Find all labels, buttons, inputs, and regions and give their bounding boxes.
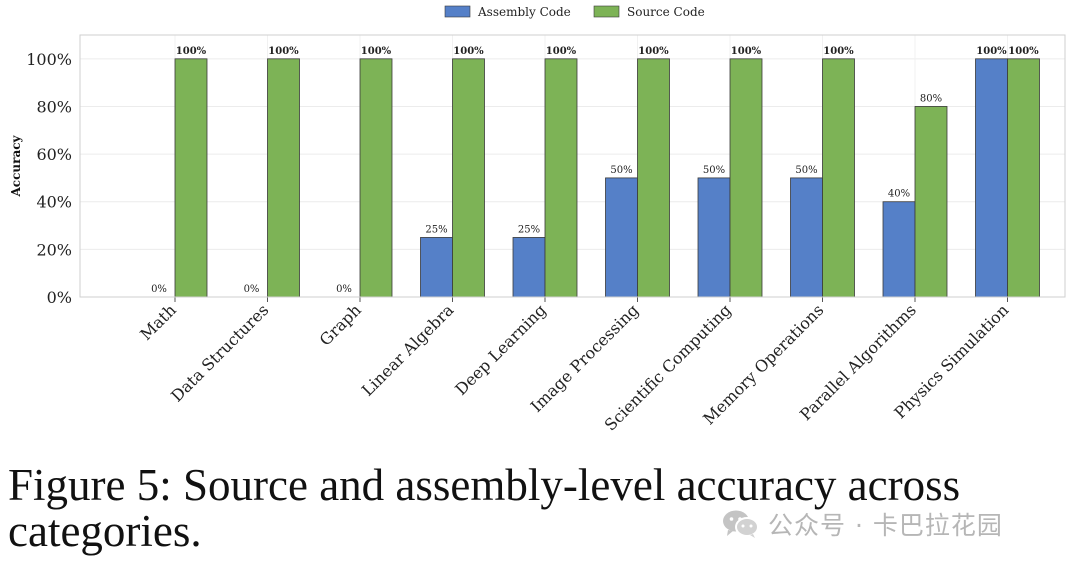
source-bar	[359, 58, 393, 298]
y-axis-ticks: 0% 20% 40% 60% 80% 100%	[26, 50, 72, 307]
y-tick-label: 60%	[36, 145, 72, 164]
bars	[174, 58, 1040, 298]
legend-swatch-source	[593, 5, 620, 18]
legend-label: Source Code	[627, 5, 705, 19]
legend: Assembly Code Source Code	[444, 5, 705, 19]
watermark: 公众号 · 卡巴拉花园	[722, 506, 1003, 542]
bar-chart: Assembly Code Source Code Accuracy 0% 20% 4…	[9, 5, 1066, 435]
bar-value-label: 25%	[518, 224, 540, 235]
bar-value-label: 25%	[425, 224, 447, 235]
bar-value-label: 50%	[703, 165, 725, 176]
y-tick-label: 80%	[36, 97, 72, 116]
y-tick-label: 0%	[47, 288, 72, 307]
bar-value-label: 100%	[1008, 46, 1039, 57]
y-tick-label: 20%	[36, 240, 72, 259]
figure-caption: Figure 5: Source and assembly-level accu…	[8, 460, 961, 556]
assembly-bar	[882, 201, 916, 298]
assembly-bar	[790, 177, 823, 298]
bar-value-label: 100%	[976, 46, 1007, 57]
watermark-text: 公众号 · 卡巴拉花园	[768, 511, 1003, 540]
x-tick-label: Data Structures	[167, 300, 272, 405]
source-bar	[822, 58, 855, 298]
bar-value-label: 80%	[920, 93, 942, 104]
bar-value-label: 100%	[361, 46, 392, 57]
y-axis-label: Accuracy	[9, 134, 23, 197]
assembly-bar	[975, 58, 1008, 298]
bar-value-labels: 0% 0% 0%25% 25%50% 50% 50%40%100%100% 100% 100%…	[151, 46, 1039, 295]
source-bar	[544, 58, 578, 298]
bar-value-label: 100%	[268, 46, 299, 57]
assembly-bar	[512, 237, 546, 298]
source-bar	[174, 58, 208, 298]
bar-value-label: 100%	[176, 46, 207, 57]
bar-value-label: 100%	[731, 46, 762, 57]
assembly-bar	[697, 177, 731, 298]
x-tick-label: Deep Learning	[451, 300, 550, 399]
legend-swatch-assembly	[444, 5, 471, 18]
source-bar	[452, 58, 485, 298]
x-tick-label: Graph	[316, 300, 365, 349]
y-tick-label: 100%	[26, 50, 72, 69]
bar-value-label: 0%	[151, 284, 167, 295]
source-bar	[267, 58, 300, 298]
source-bar	[1007, 58, 1040, 298]
bar-value-label: 40%	[888, 189, 910, 200]
x-tick-label: Math	[136, 300, 180, 344]
legend-label: Assembly Code	[477, 5, 571, 19]
bar-value-label: 0%	[336, 284, 352, 295]
x-tick-label: Linear Algebra	[358, 300, 458, 400]
bar-value-label: 100%	[546, 46, 577, 57]
y-tick-label: 40%	[36, 193, 72, 212]
wechat-icon	[723, 510, 759, 538]
bar-value-label: 100%	[453, 46, 484, 57]
source-bar	[637, 58, 670, 298]
bar-value-label: 100%	[638, 46, 669, 57]
plot-frame	[79, 34, 1066, 298]
source-bar	[729, 58, 763, 298]
bar-value-label: 100%	[823, 46, 854, 57]
bar-value-label: 50%	[795, 165, 817, 176]
bar-value-label: 50%	[610, 165, 632, 176]
bar-value-label: 0%	[244, 284, 260, 295]
assembly-bar	[605, 177, 638, 298]
assembly-bar	[420, 237, 453, 298]
source-bar	[914, 106, 948, 298]
